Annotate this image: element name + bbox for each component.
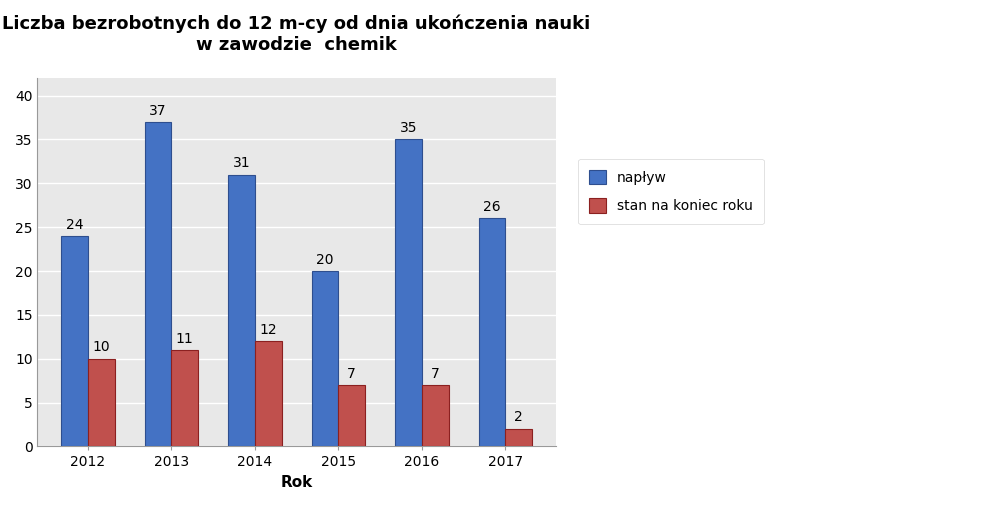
Text: 10: 10 xyxy=(92,340,110,355)
Bar xyxy=(171,350,198,446)
Bar xyxy=(479,218,505,446)
Bar xyxy=(145,122,171,446)
Title: Liczba bezrobotnych do 12 m-cy od dnia ukończenia nauki
w zawodzie  chemik: Liczba bezrobotnych do 12 m-cy od dnia u… xyxy=(3,15,591,55)
Legend: napływ, stan na koniec roku: napływ, stan na koniec roku xyxy=(578,159,764,224)
Bar xyxy=(338,385,365,446)
Text: 20: 20 xyxy=(317,252,334,267)
Text: 35: 35 xyxy=(400,121,418,135)
Bar xyxy=(395,139,422,446)
Bar xyxy=(255,341,281,446)
Text: 7: 7 xyxy=(431,367,439,381)
Text: 24: 24 xyxy=(66,218,84,232)
Bar xyxy=(422,385,448,446)
Bar xyxy=(61,236,87,446)
Bar xyxy=(228,175,255,446)
Text: 11: 11 xyxy=(176,332,194,345)
Text: 7: 7 xyxy=(347,367,356,381)
Bar xyxy=(505,429,532,446)
Bar xyxy=(87,359,114,446)
Text: 37: 37 xyxy=(149,104,167,118)
Text: 12: 12 xyxy=(260,323,277,337)
Text: 31: 31 xyxy=(233,156,251,170)
X-axis label: Rok: Rok xyxy=(280,475,313,490)
Text: 26: 26 xyxy=(484,200,501,214)
Text: 2: 2 xyxy=(514,411,523,425)
Bar xyxy=(312,271,338,446)
